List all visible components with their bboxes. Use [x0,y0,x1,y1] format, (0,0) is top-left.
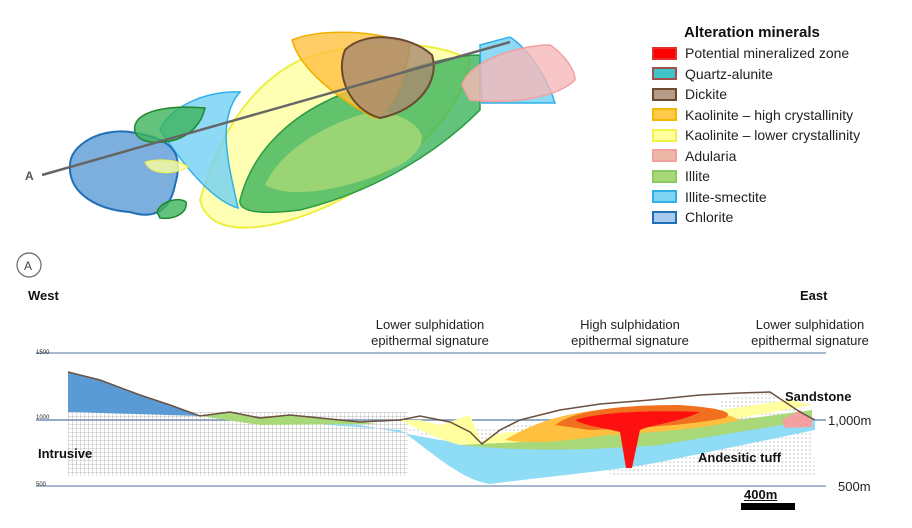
illite-light-zone [265,110,422,193]
legend-item-quartz-alunite: Quartz-alunite [652,64,860,85]
legend-swatch [652,46,677,60]
signature-high: High sulphidation epithermal signature [571,317,689,348]
legend-label: Dickite [685,86,728,103]
legend-label: Kaolinite – lower crystallinity [685,127,861,144]
legend-label: Adularia [685,147,737,164]
legend-item-dickite: Dickite [652,84,860,105]
legend-label: Chlorite [685,209,734,226]
legend-swatch [652,149,677,163]
elevation-1000m-label: 1,000m [828,413,872,428]
intrusive-label: Intrusive [38,446,93,461]
illite-smectite-section [200,416,815,484]
illite-small-2 [156,198,187,220]
adularia-zone [461,44,576,103]
west-label: West [28,288,59,303]
legend-swatch [652,67,677,81]
legend-label: Illite-smectite [685,188,767,205]
legend-item-kaolinite-low: Kaolinite – lower crystallinity [652,125,860,146]
legend-swatch [652,128,677,142]
elevation-1500-label: 1500 [36,350,50,356]
legend: Alteration minerals Potential mineralize… [652,24,860,228]
east-label: East [800,288,828,303]
legend-swatch [652,87,677,101]
mineralized-zone-section [575,411,700,468]
andesitic-tuff-label: Andesitic tuff [698,450,782,465]
chlorite-section [68,372,200,416]
legend-swatch [652,108,677,122]
elevation-500m-label: 500m [838,479,871,494]
legend-label: Quartz-alunite [685,65,773,82]
elevation-1000-label: 1000 [36,415,50,421]
section-line [41,40,511,177]
topography-line [67,371,816,445]
section-marker-label: A [24,259,32,273]
legend-swatch [652,190,677,204]
scale-bar [741,503,795,510]
legend-label: Potential mineralized zone [685,45,850,62]
signature-low-east: Lower sulphidation epithermal signature [751,317,869,348]
section-line-label: A [25,169,34,183]
sandstone-label: Sandstone [785,389,852,404]
legend-item-illite-smectite: Illite-smectite [652,187,860,208]
section-marker-circle [16,252,42,278]
signature-low-west: Lower sulphidation epithermal signature [371,317,489,348]
legend-item-adularia: Adularia [652,146,860,167]
legend-label: Kaolinite – high crystallinity [685,106,854,123]
legend-swatch [652,169,677,183]
plan-view-map [41,31,576,229]
legend-item-illite: Illite [652,166,860,187]
legend-item-mineralized-zone: Potential mineralized zone [652,43,860,64]
legend-item-chlorite: Chlorite [652,207,860,228]
cross-section [36,352,826,510]
legend-item-kaolinite-high: Kaolinite – high crystallinity [652,105,860,126]
scale-bar-label: 400m [744,487,778,502]
legend-label: Illite [685,168,710,185]
elevation-500-label: 500 [36,482,47,488]
legend-title: Alteration minerals [684,24,820,41]
chlorite-zone [68,130,179,216]
kaolinite-low-small [144,159,189,174]
legend-swatch [652,210,677,224]
